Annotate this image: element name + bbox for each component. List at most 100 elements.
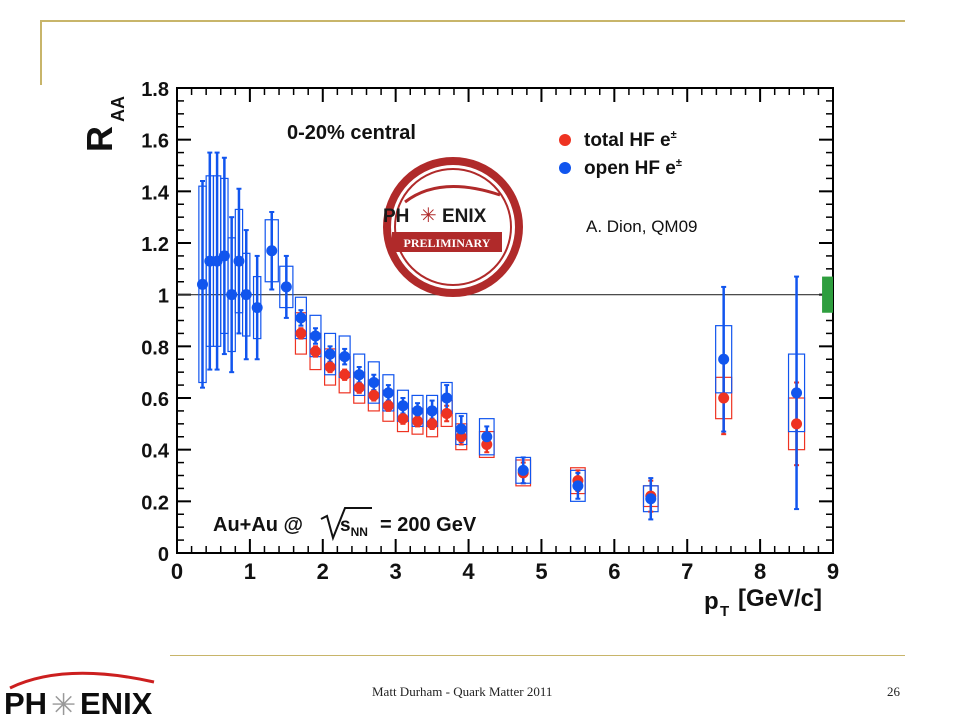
y-axis-title-sub: AA [108, 96, 128, 122]
y-tick-label: 1.4 [141, 182, 170, 204]
x-tick-label: 6 [608, 559, 620, 584]
data-point [309, 346, 321, 357]
data-point [218, 250, 230, 262]
x-tick-label: 9 [827, 559, 839, 584]
data-point [324, 348, 336, 360]
x-tick-label: 7 [681, 559, 693, 584]
data-point [455, 423, 467, 435]
data-point [353, 382, 365, 394]
data-point [481, 431, 493, 443]
data-point [368, 377, 380, 388]
y-tick-label: 0.8 [141, 337, 169, 359]
data-point [339, 369, 351, 381]
centrality-label: 0-20% central [287, 122, 416, 144]
y-tick-label: 1.6 [141, 131, 169, 153]
frame-left-line [40, 20, 42, 85]
data-point [382, 400, 394, 412]
data-point [324, 361, 336, 373]
data-point [455, 431, 467, 443]
data-point [791, 418, 803, 430]
data-point [397, 413, 409, 425]
footer-text: Matt Durham - Quark Matter 2011 [372, 684, 553, 699]
normalization-uncertainty-box [822, 276, 833, 313]
legend-label-open: open HF e± [584, 157, 682, 179]
data-point [426, 418, 438, 430]
data-point [280, 281, 292, 293]
data-point [240, 289, 252, 301]
logo-enix: ENIX [80, 686, 153, 720]
plot-frame [176, 87, 834, 554]
data-point [309, 330, 321, 342]
frame-top-line [40, 20, 905, 22]
x-tick-label: 2 [317, 559, 329, 584]
data-point [441, 408, 453, 419]
series-total-hf [294, 312, 806, 508]
snn-label: sNN [340, 515, 368, 539]
x-axis-title: p T [GeV/c] [704, 585, 822, 620]
stamp-outer-ring [383, 157, 523, 297]
x-tick-label: 5 [535, 559, 547, 584]
x-tick-label: 4 [462, 559, 475, 584]
logo-arc [9, 671, 155, 690]
phenix-preliminary-stamp: PH ✳ ENIX PRELIMINARY [383, 157, 523, 297]
data-point [368, 389, 380, 401]
frame-bottom-line [170, 655, 905, 656]
stamp-bottom-text: PRELIMINARY [404, 236, 491, 250]
data-point [295, 327, 307, 339]
energy-label: Au+Au @ sNN = 200 GeV [213, 507, 477, 542]
stamp-mid-text: ENIX [442, 206, 487, 227]
y-tick-label: 0.4 [141, 441, 170, 463]
legend-marker-open [559, 162, 571, 174]
credit-label: A. Dion, QM09 [586, 217, 698, 236]
data-point [426, 405, 438, 417]
stamp-inner-ring [394, 168, 512, 286]
stamp-star-icon: ✳ [420, 203, 437, 227]
legend-label-total: total HF e± [584, 129, 677, 151]
data-point [572, 480, 584, 492]
markers-total-hf [295, 327, 803, 502]
stamp-band [392, 232, 502, 252]
energy-value: = 200 GeV [380, 514, 477, 536]
data-point [397, 400, 409, 412]
y-tick-label: 1 [158, 286, 169, 308]
y-tick-label: 0.2 [141, 492, 169, 514]
x-tick-label: 8 [754, 559, 766, 584]
data-point [197, 278, 209, 290]
data-point [481, 439, 493, 450]
legend: total HF e± open HF e± [559, 129, 682, 179]
data-point [339, 351, 351, 363]
sqrt-sign [320, 507, 372, 542]
markers-open-hf [197, 245, 803, 505]
data-point [412, 405, 424, 417]
data-point [353, 369, 365, 381]
page-number: 26 [887, 684, 900, 699]
logo-star-icon: ✳ [51, 688, 76, 720]
x-axis-title-main: p [704, 588, 719, 615]
errors-open-hf [200, 151, 800, 521]
y-axis-title-main: R [79, 126, 120, 152]
x-tick-label: 0 [171, 559, 183, 584]
y-axis-title: R AA [79, 96, 128, 152]
systematic-box [478, 418, 495, 456]
y-tick-label: 0 [158, 544, 169, 566]
stamp-top-text: PH [383, 206, 409, 227]
x-tick-label: 1 [244, 559, 256, 584]
data-point [441, 392, 453, 404]
data-point [645, 493, 657, 505]
data-point [226, 289, 238, 301]
legend-marker-total [559, 134, 571, 146]
data-point [266, 245, 278, 257]
y-tick-label: 0.6 [141, 389, 169, 411]
phenix-logo: PH ✳ ENIX [4, 671, 155, 720]
data-point [718, 392, 730, 404]
y-tick-label: 1.8 [141, 79, 169, 101]
data-point [295, 312, 307, 324]
data-point [382, 387, 394, 399]
data-point [791, 387, 803, 399]
x-tick-label: 3 [390, 559, 402, 584]
x-axis-title-unit: [GeV/c] [738, 585, 822, 612]
data-point [517, 464, 529, 476]
data-point [412, 415, 424, 427]
